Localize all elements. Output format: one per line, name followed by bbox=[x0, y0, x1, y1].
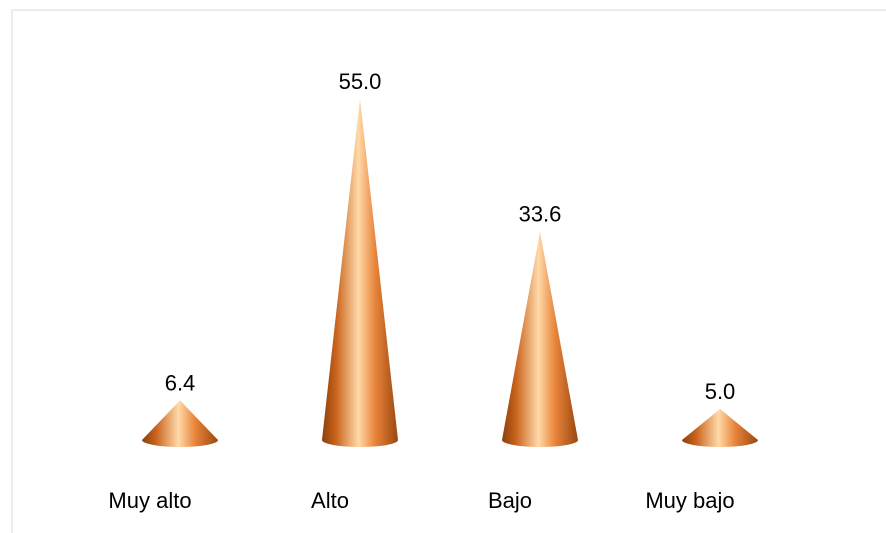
cone-bajo bbox=[502, 231, 578, 447]
cone-muy-bajo bbox=[682, 409, 758, 447]
labels-layer: 6.4 Muy alto 55.0 Alto 33.6 Bajo 5.0 Muy bajo bbox=[108, 69, 735, 513]
cone-alto bbox=[322, 99, 398, 447]
data-label-bajo: 33.6 bbox=[519, 202, 562, 227]
data-label-muy-alto: 6.4 bbox=[165, 370, 196, 395]
data-label-alto: 55.0 bbox=[339, 69, 382, 94]
category-label-muy-alto: Muy alto bbox=[108, 488, 191, 513]
category-label-alto: Alto bbox=[311, 488, 349, 513]
category-label-muy-bajo: Muy bajo bbox=[645, 488, 734, 513]
cone-muy-alto bbox=[142, 400, 218, 447]
category-label-bajo: Bajo bbox=[488, 488, 532, 513]
data-label-muy-bajo: 5.0 bbox=[705, 379, 736, 404]
cones-layer bbox=[142, 99, 758, 447]
